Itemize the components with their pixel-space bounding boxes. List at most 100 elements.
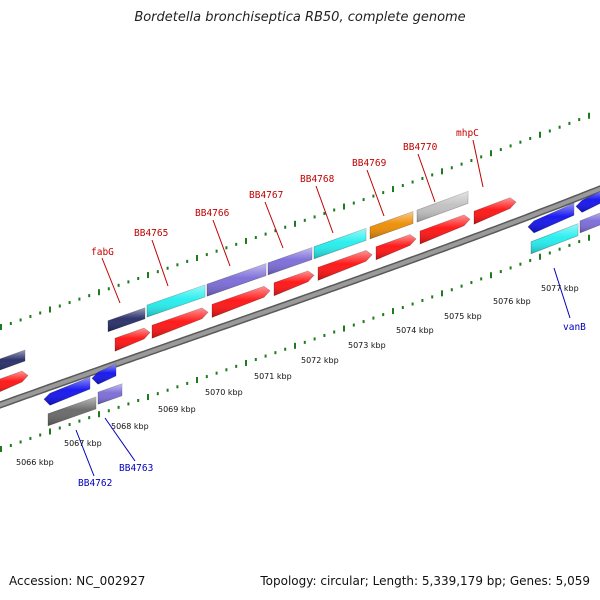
- scale-tick: [29, 314, 32, 318]
- scale-tick: [352, 323, 355, 327]
- scale-tick: [58, 426, 61, 430]
- scale-tick: [441, 290, 443, 297]
- scale-tick: [274, 351, 277, 355]
- scale-tick: [480, 277, 483, 281]
- cds-reverse-arrow-shine: [92, 363, 116, 385]
- scale-tick: [548, 129, 551, 133]
- scale-tick: [137, 276, 140, 280]
- scale-tick: [196, 376, 198, 383]
- leader-line-forward: [101, 257, 121, 304]
- cds-reverse-arrow-shine: [44, 377, 90, 406]
- forward-gene-labels: fabG BB4765 BB4766 BB4767 BB4768 BB4769 …: [91, 128, 479, 258]
- leader-lines: [75, 139, 571, 477]
- scale-tick: [205, 375, 208, 379]
- scale-tick: [470, 281, 473, 285]
- scale-tick: [68, 301, 71, 305]
- scale-tick: [333, 330, 336, 334]
- scale-tick: [29, 436, 32, 440]
- scale-tick: [460, 162, 463, 166]
- genome-summary-text: Topology: circular; Length: 5,339,179 bp…: [260, 574, 590, 588]
- gene-block-BB4766-shine: [207, 263, 266, 297]
- gene-label-mhpC[interactable]: mhpC: [456, 128, 479, 139]
- scale-tick: [529, 258, 532, 262]
- scale-tick: [245, 237, 247, 244]
- scale-tick: [529, 136, 532, 140]
- gene-label-vanB[interactable]: vanB: [563, 322, 586, 333]
- scale-tick: [225, 246, 228, 250]
- leader-line-reverse: [75, 429, 95, 477]
- scale-tick: [137, 398, 140, 402]
- scale-tick: [254, 236, 257, 240]
- gene-block-BB4769-shine: [370, 211, 413, 239]
- scale-tick: [490, 272, 492, 279]
- scale-tick: [156, 392, 159, 396]
- scale-tick: [264, 354, 267, 358]
- scale-tick: [539, 253, 541, 260]
- leader-line-forward: [472, 139, 484, 188]
- gene-label-BB4767[interactable]: BB4767: [249, 190, 283, 201]
- gene-label-BB4763[interactable]: BB4763: [119, 463, 153, 474]
- scale-tick: [509, 266, 512, 270]
- kbp-label: 5067 kbp: [64, 439, 102, 448]
- scale-tick: [117, 283, 120, 287]
- kbp-label: 5073 kbp: [348, 341, 386, 350]
- scale-tick: [107, 409, 110, 413]
- scale-tick: [499, 148, 502, 152]
- reverse-gene-labels: BB4762 BB4763 vanB: [78, 322, 586, 489]
- cds-forward-arrow-shine: [152, 307, 208, 339]
- scale-tick: [343, 325, 345, 332]
- kbp-label: 5074 kbp: [396, 326, 434, 335]
- scale-tick: [323, 333, 326, 337]
- leader-line-reverse: [553, 267, 571, 319]
- leader-line-forward: [151, 239, 169, 287]
- gene-label-BB4762[interactable]: BB4762: [78, 478, 112, 489]
- scale-tick: [323, 211, 326, 215]
- scale-tick: [49, 428, 51, 435]
- scale-tick: [421, 298, 424, 302]
- scale-tick: [313, 337, 316, 341]
- scale-tick: [127, 402, 130, 406]
- scale-tick: [127, 280, 130, 284]
- kbp-label: 5075 kbp: [444, 312, 482, 321]
- scale-tick: [39, 311, 42, 315]
- leader-line-forward: [264, 201, 284, 249]
- scale-tick: [0, 324, 2, 330]
- scale-tick: [58, 304, 61, 308]
- scale-tick: [382, 191, 385, 195]
- scale-tick: [147, 394, 149, 401]
- gene-label-fabG[interactable]: fabG: [91, 247, 114, 258]
- scale-tick: [470, 159, 473, 163]
- leader-line-forward: [315, 185, 334, 234]
- gene-label-BB4768[interactable]: BB4768: [300, 174, 335, 185]
- gene-label-BB4765[interactable]: BB4765: [134, 228, 168, 239]
- leader-line-forward: [212, 219, 231, 267]
- scale-tick: [588, 112, 590, 119]
- gene-label-BB4770[interactable]: BB4770: [403, 142, 438, 153]
- scale-tick: [568, 243, 571, 247]
- scale-tick: [431, 295, 434, 299]
- scale-tick: [401, 184, 404, 188]
- cds-forward-arrow-shine: [376, 234, 416, 260]
- scale-tick: [490, 150, 492, 157]
- scale-tick: [284, 225, 287, 229]
- gene-block-vanB-shine: [531, 223, 578, 254]
- leader-line-forward: [417, 153, 436, 203]
- scale-tick: [588, 234, 590, 241]
- scale-tick: [343, 203, 345, 210]
- scale-tick: [235, 364, 238, 368]
- scale-tick: [568, 121, 571, 125]
- scale-tick: [558, 247, 561, 251]
- scale-tick: [0, 446, 2, 452]
- scale-tick: [362, 320, 365, 324]
- gene-block-right-shine: [580, 212, 600, 233]
- scale-tick: [215, 249, 218, 253]
- scale-tick: [450, 288, 453, 292]
- gene-label-BB4766[interactable]: BB4766: [195, 208, 230, 219]
- gene-label-BB4769[interactable]: BB4769: [352, 158, 387, 169]
- scale-tick: [431, 173, 434, 177]
- scale-tick: [156, 270, 159, 274]
- scale-tick: [499, 270, 502, 274]
- gene-block-BB4762-shine: [48, 396, 96, 426]
- scale-tick: [372, 194, 375, 198]
